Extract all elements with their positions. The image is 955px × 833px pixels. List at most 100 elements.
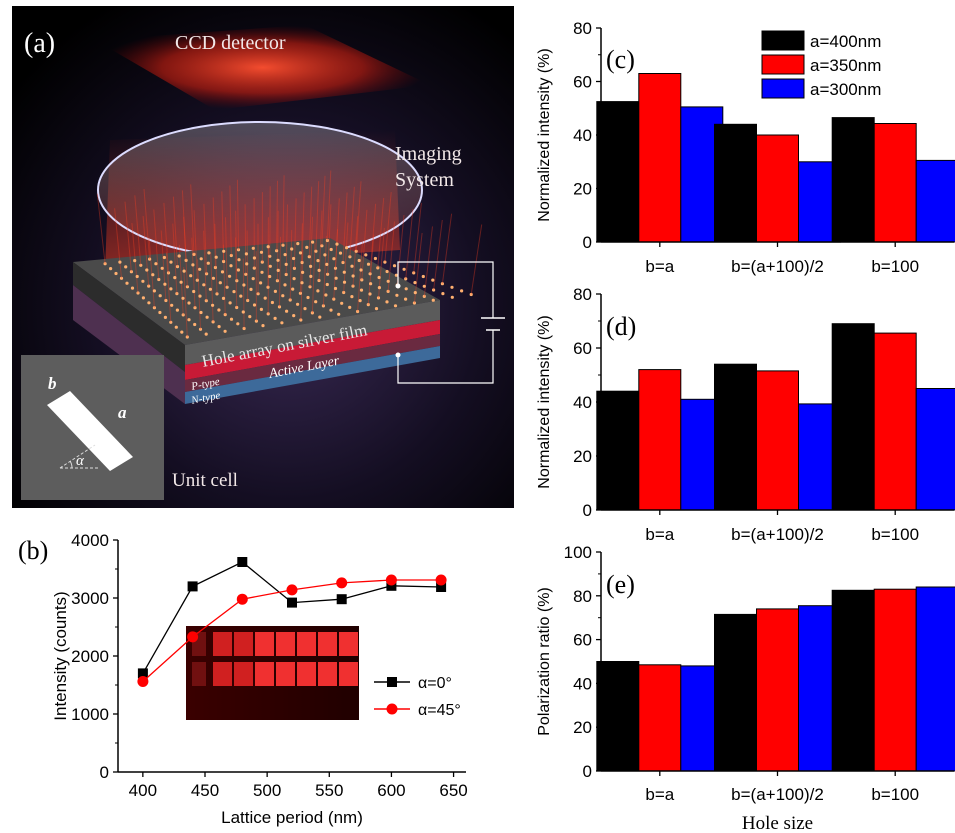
- y-tick-label: 40: [573, 393, 592, 412]
- active-layer-front: [185, 320, 440, 380]
- hole-dot: [290, 247, 294, 251]
- light-ray: [387, 221, 395, 292]
- x-tick-label: b=(a+100)/2: [731, 785, 824, 804]
- hole-dot: [185, 335, 189, 339]
- light-ray: [279, 236, 281, 307]
- hole-dot: [244, 272, 248, 276]
- legend-marker: [387, 677, 397, 687]
- hole-dot: [174, 325, 178, 329]
- y-tick-label: 0: [583, 501, 592, 520]
- hole-dot: [340, 301, 344, 305]
- data-point: [385, 574, 397, 586]
- light-ray: [183, 266, 188, 338]
- hole-dot: [217, 308, 221, 312]
- light-ray: [222, 244, 226, 315]
- hole-dot: [266, 312, 270, 316]
- hole-dot: [332, 297, 336, 301]
- hole-dot: [317, 278, 321, 283]
- hole-dot: [358, 299, 362, 303]
- inset-spot: [276, 662, 295, 686]
- hole-dot: [259, 307, 263, 311]
- hole-dot: [125, 281, 129, 285]
- imaging-system-label-2: System: [395, 169, 454, 191]
- y-tick-label: 0: [583, 233, 592, 252]
- light-ray: [326, 170, 332, 241]
- contact-top: [395, 283, 401, 289]
- hole-dot: [292, 314, 296, 318]
- hole-dot: [450, 295, 454, 299]
- light-ray: [293, 198, 297, 269]
- hole-dot: [228, 301, 232, 305]
- hole-dot: [292, 266, 296, 270]
- hole-dot: [245, 262, 249, 266]
- hole-dot: [169, 287, 173, 291]
- hole-dot: [260, 270, 264, 274]
- y-tick-label: 0: [583, 762, 592, 781]
- hole-dot: [229, 253, 233, 258]
- hole-dot: [193, 322, 197, 327]
- data-point: [236, 593, 248, 605]
- hole-dot: [364, 253, 368, 257]
- hole-dot: [366, 262, 371, 266]
- hole-dot: [469, 292, 473, 297]
- light-ray: [203, 203, 208, 274]
- bar: [873, 588, 917, 772]
- bar: [596, 390, 640, 511]
- hole-dot: [223, 313, 227, 317]
- hole-dot: [292, 256, 296, 261]
- hole-dot: [222, 249, 226, 253]
- hole-dot: [244, 252, 248, 256]
- light-ray: [342, 192, 348, 263]
- data-point: [286, 584, 298, 596]
- hole-dot: [412, 271, 416, 275]
- hole-dot: [422, 284, 426, 288]
- x-axis-label: Hole size: [742, 813, 813, 833]
- light-ray: [433, 219, 443, 291]
- hole-dot: [260, 260, 264, 264]
- hole-dot: [145, 268, 149, 272]
- hole-dot: [103, 262, 107, 266]
- x-tick-label: b=100: [871, 785, 919, 804]
- hole-dot: [229, 264, 233, 268]
- hole-dot: [118, 260, 122, 264]
- light-ray: [210, 251, 214, 322]
- x-tick-label: 650: [439, 781, 467, 800]
- hole-dot: [338, 251, 343, 255]
- y-axis-label: Polarization ratio (%): [536, 587, 553, 736]
- hole-dot: [440, 282, 444, 286]
- light-ray: [441, 213, 453, 284]
- hole-dot: [385, 269, 389, 274]
- light-ray: [229, 185, 232, 256]
- hole-dot: [185, 285, 189, 289]
- hole-dot: [284, 272, 288, 277]
- hole-dot: [318, 315, 322, 319]
- hole-dot: [431, 298, 435, 302]
- hole-dot: [275, 279, 279, 283]
- hole-dot: [273, 289, 277, 293]
- hole-dot: [163, 282, 167, 286]
- hole-dot: [192, 289, 196, 294]
- hole-dot: [307, 255, 311, 259]
- inset-a-label: a: [118, 403, 127, 422]
- bar: [756, 134, 799, 243]
- hole-dot: [321, 304, 325, 308]
- hole-dot: [402, 267, 406, 271]
- hole-dot: [325, 282, 329, 287]
- y-tick-label: 0: [100, 763, 109, 782]
- hole-dot: [133, 259, 137, 263]
- hole-dot: [360, 278, 364, 282]
- hole-dot: [235, 279, 239, 283]
- hole-dot: [431, 278, 435, 282]
- x-tick-label: 400: [129, 781, 157, 800]
- y-tick-label: 40: [573, 126, 592, 145]
- hole-dot: [195, 278, 199, 282]
- hole-dot: [296, 242, 300, 246]
- y-tick-label: 20: [573, 718, 592, 737]
- hole-dot: [251, 277, 255, 281]
- legend-label: a=350nm: [810, 56, 881, 75]
- hole-dot: [223, 329, 227, 333]
- hole-dot: [259, 250, 264, 254]
- hole-dot: [359, 268, 363, 272]
- data-point: [137, 668, 148, 679]
